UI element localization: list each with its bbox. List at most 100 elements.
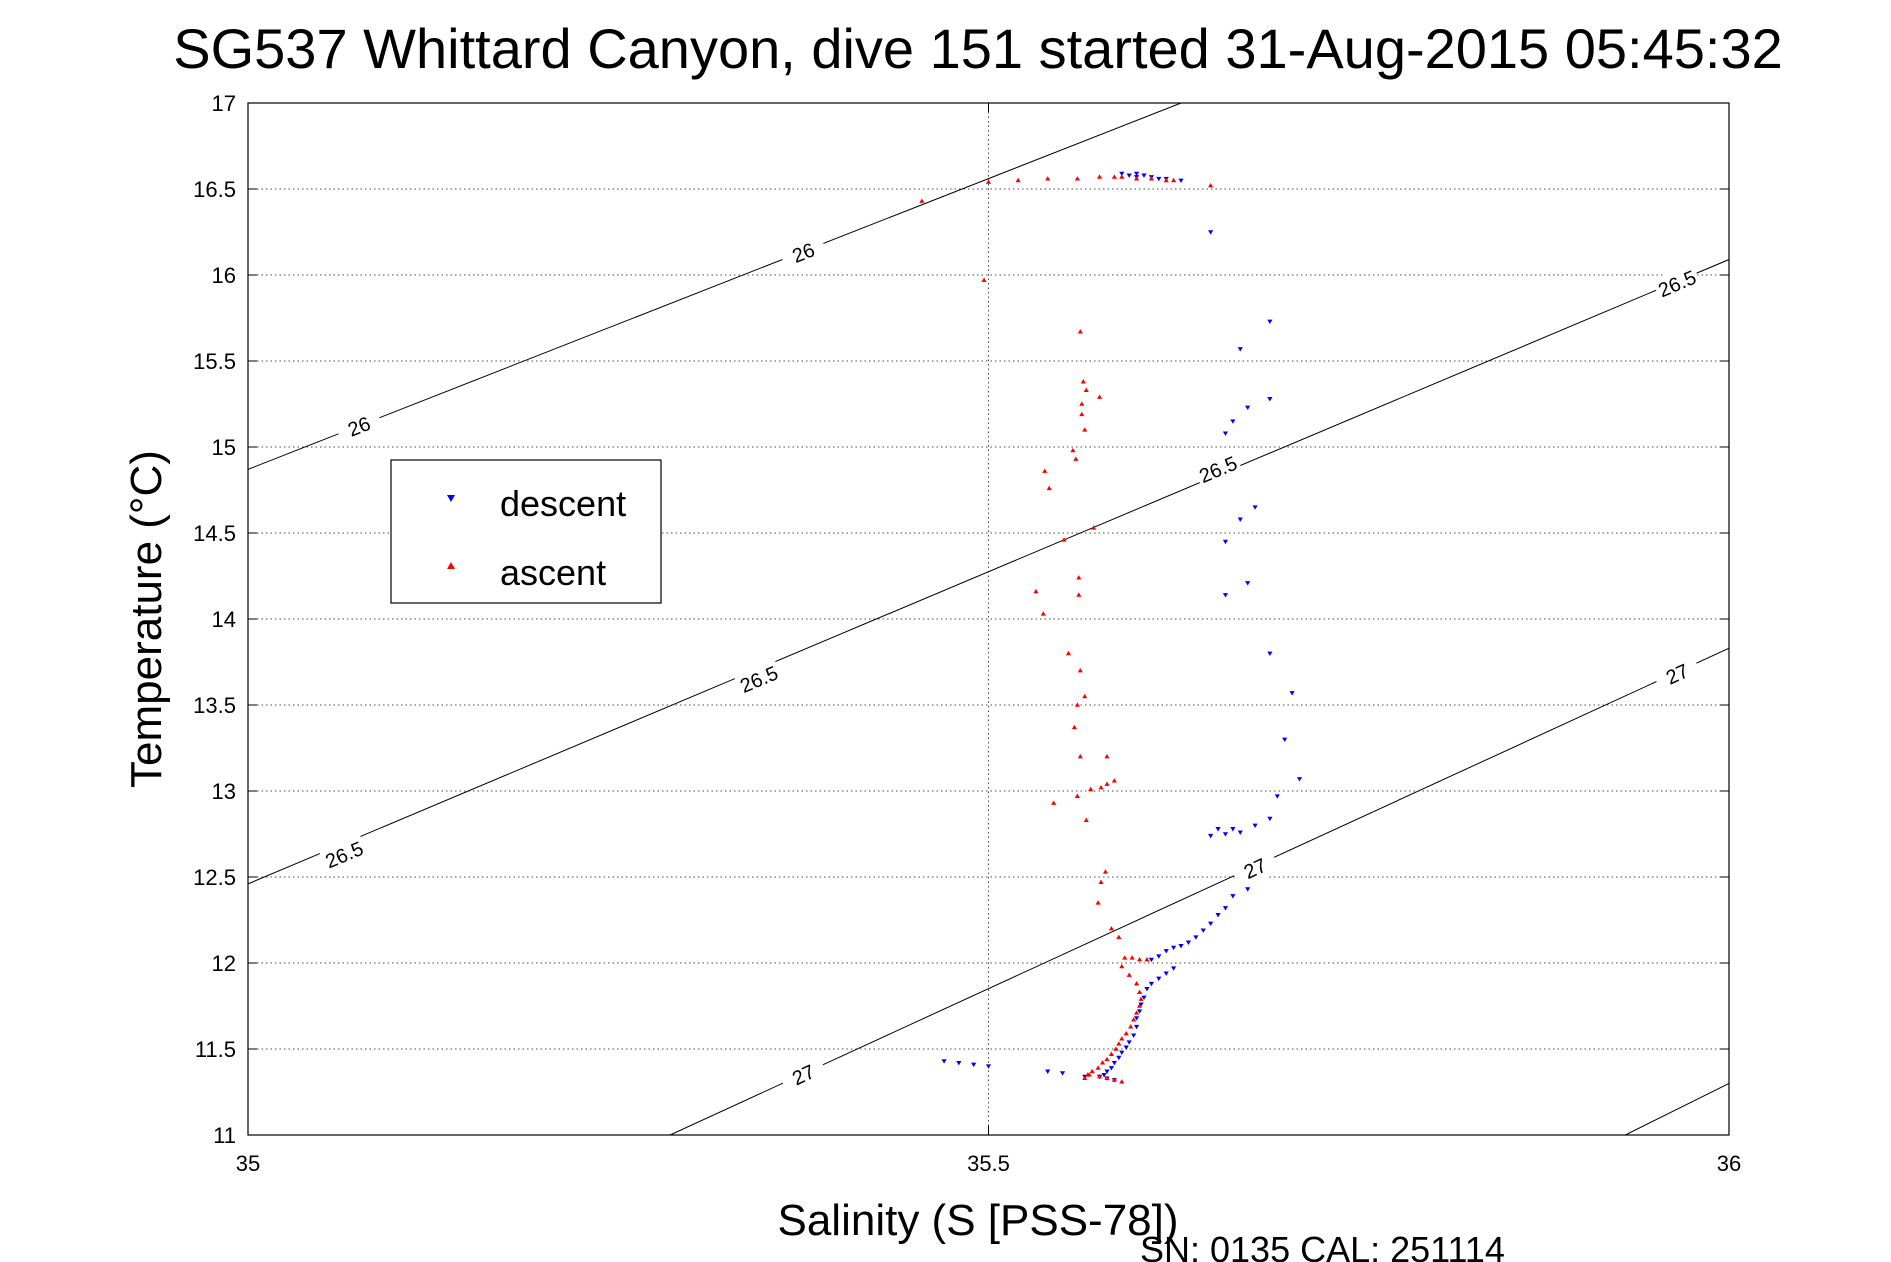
ascent-point: [1080, 379, 1086, 384]
ascent-point: [1046, 485, 1052, 491]
descent-point: [1222, 832, 1229, 837]
descent-point: [1230, 827, 1236, 832]
descent-point: [1104, 1069, 1110, 1074]
y-tick-label: 11: [213, 1123, 236, 1148]
ascent-point: [1119, 963, 1125, 969]
ascent-point: [1148, 176, 1155, 181]
ascent-point: [1040, 611, 1046, 616]
descent-point: [1208, 921, 1214, 927]
ascent-point: [1128, 1024, 1134, 1029]
descent-point: [985, 1064, 992, 1069]
ascent-point: [1096, 1073, 1103, 1079]
ascent-point: [1123, 1030, 1129, 1036]
ascent-point: [1099, 1060, 1106, 1065]
descent-point: [1141, 995, 1147, 1000]
descent-point: [1289, 691, 1295, 696]
contour-label-gap: [778, 232, 829, 273]
ascent-point: [1126, 972, 1132, 977]
descent-point: [1222, 593, 1229, 598]
contour-label-gap: [733, 658, 785, 700]
descent-point: [1252, 505, 1258, 510]
descent-point: [1178, 944, 1184, 949]
contour-label-gap: [333, 406, 385, 447]
descent-point: [1267, 651, 1273, 656]
contour-label-gap: [1651, 263, 1703, 305]
descent-point: [1045, 1069, 1051, 1074]
contour-label-gap: [1192, 448, 1244, 490]
contour-line-unlabeled: [1625, 1082, 1729, 1135]
legend-ascent-label: ascent: [500, 552, 606, 593]
descent-point: [1134, 1016, 1140, 1021]
ascent-point: [1061, 537, 1067, 542]
ascent-point: [1163, 177, 1169, 183]
descent-point: [1126, 173, 1132, 178]
descent-point: [1131, 1033, 1137, 1038]
y-axis-label: Temperature (°C): [122, 450, 171, 788]
ascent-point: [1073, 456, 1079, 461]
ascent-point: [1051, 800, 1057, 805]
ascent-point: [1171, 177, 1177, 183]
y-tick-label: 14: [212, 607, 236, 632]
ascent-point: [1111, 778, 1117, 783]
descent-point: [1171, 945, 1177, 951]
descent-point: [1215, 913, 1221, 918]
descent-point: [1267, 397, 1273, 402]
ascent-point: [1119, 1079, 1125, 1084]
ascent-point: [1079, 411, 1085, 417]
ascent-point: [1070, 447, 1076, 453]
descent-point: [1123, 1045, 1129, 1050]
descent-point: [1215, 827, 1221, 832]
descent-point: [1222, 539, 1229, 545]
ascent-point: [1134, 176, 1140, 181]
ascent-point: [1131, 1017, 1137, 1022]
contour-line-26.5: [248, 259, 1729, 885]
descent-point: [1178, 178, 1184, 183]
ascent-point: [1136, 1003, 1143, 1008]
ascent-point: [1144, 956, 1150, 962]
ascent-point: [1033, 588, 1039, 594]
ascent-point: [1045, 176, 1051, 181]
ascent-point: [1134, 981, 1140, 986]
descent-point: [1208, 230, 1214, 235]
grid-lines: [248, 103, 1729, 1135]
x-tick-label: 36: [1717, 1151, 1741, 1176]
y-tick-label: 15.5: [193, 349, 236, 374]
legend-descent-label: descent: [500, 483, 626, 524]
descent-point: [1141, 173, 1147, 178]
contour-label-gap: [1651, 653, 1703, 696]
ascent-point: [1208, 182, 1214, 188]
ascent-point: [985, 179, 992, 184]
y-tick-label: 14.5: [193, 521, 236, 546]
descent-point: [1245, 405, 1251, 411]
ascent-point: [1111, 1077, 1117, 1082]
ascent-point: [1104, 1075, 1110, 1081]
ascent-point: [1096, 174, 1103, 179]
ascent-point: [1077, 754, 1083, 759]
descent-point: [1296, 777, 1303, 782]
ascent-point: [1136, 989, 1143, 995]
descent-point: [1119, 1050, 1125, 1056]
ascent-point: [1119, 174, 1125, 179]
y-tick-label: 12.5: [193, 865, 236, 890]
ascent-point: [1015, 177, 1021, 183]
ascent-point: [1088, 786, 1094, 792]
descent-point: [1134, 1024, 1140, 1030]
legend-descent-marker: [447, 495, 455, 502]
ascent-point: [1095, 900, 1101, 905]
ascent-point: [981, 277, 987, 282]
ascent-point: [1113, 1046, 1119, 1051]
descent-point: [1116, 1055, 1122, 1061]
descent-point: [1267, 816, 1273, 822]
ascent-point: [1077, 668, 1083, 673]
descent-point: [1136, 1009, 1143, 1014]
ascent-point: [1077, 329, 1083, 334]
descent-point: [1144, 987, 1150, 992]
instrument-footer: SN: 0135 CAL: 251114: [1140, 1229, 1505, 1262]
descent-point: [1193, 935, 1199, 940]
descent-point: [1252, 823, 1258, 828]
contour-label-gap: [318, 834, 370, 876]
descent-point: [1156, 976, 1162, 982]
ascent-point: [1074, 702, 1080, 707]
ascent-point: [919, 198, 925, 203]
